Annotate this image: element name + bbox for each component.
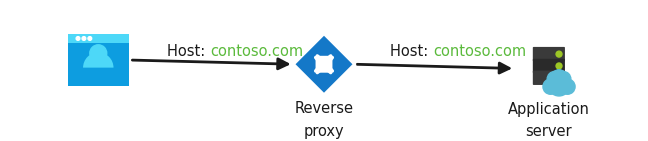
Circle shape xyxy=(90,45,107,62)
Text: Reverse
proxy: Reverse proxy xyxy=(294,101,354,139)
Text: Application
server: Application server xyxy=(508,102,590,139)
Circle shape xyxy=(76,37,80,40)
Text: contoso.com: contoso.com xyxy=(210,44,303,59)
Circle shape xyxy=(556,51,562,57)
Circle shape xyxy=(548,74,570,96)
FancyBboxPatch shape xyxy=(533,71,565,85)
FancyBboxPatch shape xyxy=(68,34,129,86)
Circle shape xyxy=(551,70,566,85)
Circle shape xyxy=(556,75,562,81)
Text: Host:: Host: xyxy=(167,44,210,59)
FancyBboxPatch shape xyxy=(68,34,129,43)
Circle shape xyxy=(88,37,91,40)
Wedge shape xyxy=(83,52,113,68)
Text: contoso.com: contoso.com xyxy=(433,44,526,59)
Polygon shape xyxy=(294,34,354,95)
Circle shape xyxy=(555,71,571,87)
FancyBboxPatch shape xyxy=(533,59,565,73)
Circle shape xyxy=(556,63,562,69)
Circle shape xyxy=(547,71,562,87)
FancyBboxPatch shape xyxy=(533,47,565,61)
Text: Host:: Host: xyxy=(390,44,433,59)
Circle shape xyxy=(82,37,86,40)
Circle shape xyxy=(560,79,575,94)
Circle shape xyxy=(543,79,558,94)
